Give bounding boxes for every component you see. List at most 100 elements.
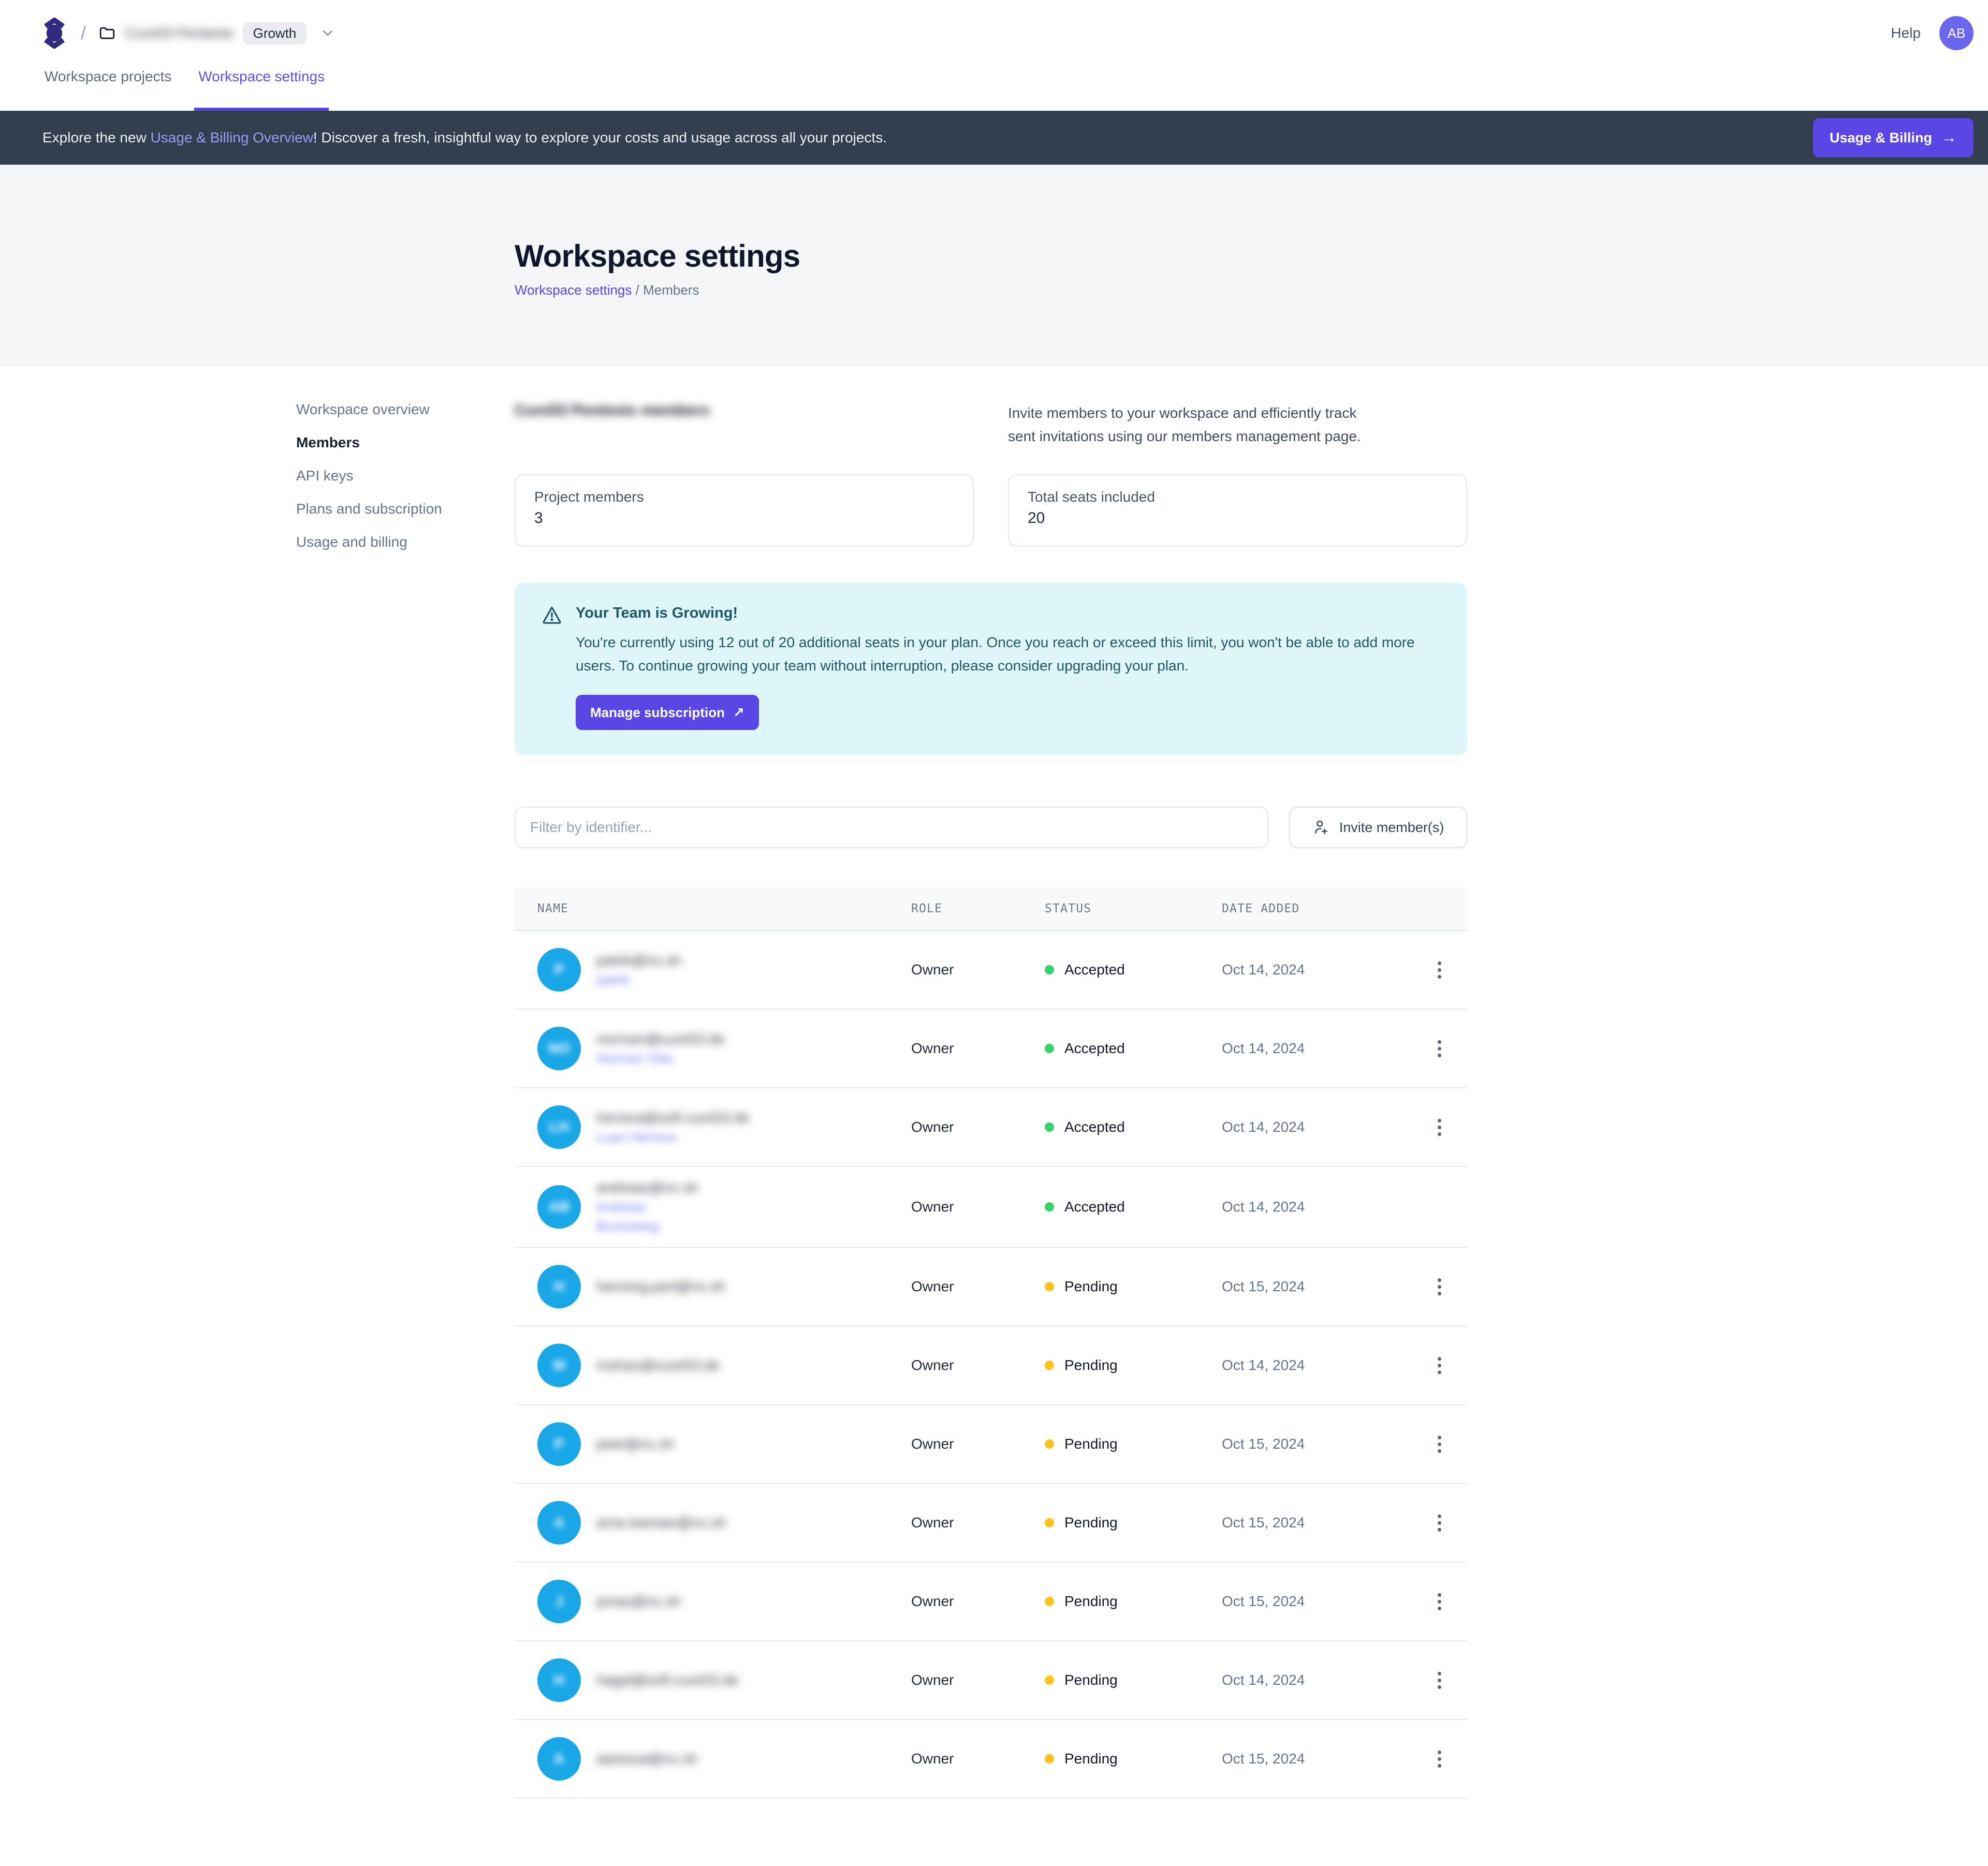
stat-card-total-seats: Total seats included 20 (1008, 474, 1467, 547)
stat-label: Project members (534, 488, 644, 505)
member-date-added: Oct 14, 2024 (1222, 1672, 1305, 1688)
tab-workspace-settings[interactable]: Workspace settings (194, 66, 329, 111)
breadcrumb-current: Members (643, 282, 699, 298)
breadcrumb-workspace-settings-link[interactable]: Workspace settings (515, 282, 632, 298)
status-dot (1045, 1361, 1054, 1371)
avatar-initials: A (553, 1751, 565, 1767)
member-identity: patrik@nx.sh patrik (596, 952, 681, 988)
row-menu-button[interactable] (1431, 955, 1448, 985)
row-menu-cell (1411, 1587, 1467, 1616)
stat-value: 3 (534, 509, 543, 527)
member-username-link[interactable]: Bucksteeg (596, 1218, 660, 1234)
member-name-cell: NO norman@cure53.de Norman Otto (515, 1014, 911, 1083)
row-menu-button[interactable] (1431, 1430, 1448, 1459)
table-row: NO norman@cure53.de Norman Otto Owner Accept… (515, 1010, 1467, 1089)
members-panel: Cure53 Pentests members Invite members t… (515, 402, 1467, 1799)
sidebar-item-api-keys[interactable]: API keys (296, 468, 354, 484)
brand-logo-icon[interactable] (42, 18, 66, 49)
member-date-added: Oct 15, 2024 (1222, 1278, 1305, 1295)
status-dot (1045, 1202, 1054, 1212)
member-date-added: Oct 15, 2024 (1222, 1751, 1305, 1767)
member-identity: andreas@nx.sh Andreas Bucksteeg (596, 1179, 698, 1234)
row-menu-button[interactable] (1431, 1666, 1448, 1695)
row-menu-cell (1411, 1744, 1467, 1774)
member-email: mohan@cure53.de (596, 1357, 720, 1374)
member-avatar: H (537, 1658, 581, 1702)
member-email: aaressa@nx.sh (596, 1751, 697, 1767)
member-email: norman@cure53.de (596, 1030, 725, 1047)
member-date-added: Oct 14, 2024 (1222, 961, 1305, 978)
member-username-link[interactable]: Luan Herrera (596, 1129, 676, 1145)
tab-workspace-projects[interactable]: Workspace projects (45, 68, 172, 84)
avatar-initials: NO (548, 1040, 570, 1057)
row-menu-cell (1411, 1113, 1467, 1142)
workspace-name[interactable]: Cure53 Pentests (125, 25, 233, 41)
member-role: Owner (911, 1751, 954, 1767)
sidebar-item-usage-billing[interactable]: Usage and billing (296, 534, 407, 550)
member-avatar: M (537, 1344, 581, 1388)
row-menu-button[interactable] (1431, 1034, 1448, 1063)
member-date-added: Oct 15, 2024 (1222, 1593, 1305, 1610)
status-label: Pending (1064, 1436, 1118, 1452)
sidebar-item-workspace-overview[interactable]: Workspace overview (296, 401, 430, 417)
usage-billing-overview-link[interactable]: Usage & Billing Overview (150, 129, 313, 145)
avatar-initials: LH (549, 1119, 569, 1135)
column-header-role: ROLE (911, 902, 943, 916)
sidebar-item-plans-subscription[interactable]: Plans and subscription (296, 501, 442, 517)
chevron-down-icon[interactable] (320, 25, 335, 41)
help-link[interactable]: Help (1891, 25, 1921, 41)
status-label: Accepted (1064, 1199, 1125, 1215)
manage-subscription-button[interactable]: Manage subscription ↗ (576, 695, 759, 731)
member-date-added: Oct 14, 2024 (1222, 1199, 1305, 1215)
team-growing-alert: Your Team is Growing! You're currently u… (515, 582, 1467, 755)
row-menu-cell (1411, 1430, 1467, 1459)
status-dot (1045, 1282, 1054, 1292)
row-menu-button[interactable] (1431, 1744, 1448, 1774)
sidebar-item-members[interactable]: Members (296, 434, 360, 450)
row-menu-button[interactable] (1431, 1508, 1448, 1538)
filter-input[interactable] (515, 807, 1268, 849)
row-menu-cell (1411, 955, 1467, 985)
member-status: Pending (1045, 1514, 1222, 1531)
member-avatar: P (537, 1422, 581, 1466)
member-email: hagal@soft.cure53.de (596, 1672, 739, 1688)
member-role: Owner (911, 1514, 954, 1531)
row-menu-button[interactable] (1431, 1587, 1448, 1616)
member-identity: herrera@soft.cure53.de Luan Herrera (596, 1110, 750, 1145)
member-role: Owner (911, 1672, 954, 1688)
member-avatar: NO (537, 1027, 581, 1071)
member-username-link[interactable]: patrik (596, 971, 630, 987)
status-label: Pending (1064, 1672, 1118, 1688)
row-menu-button[interactable] (1431, 1113, 1448, 1142)
row-menu-button[interactable] (1431, 1351, 1448, 1380)
usage-billing-banner: Explore the new Usage & Billing Overview… (0, 111, 1988, 165)
row-menu-cell (1411, 1034, 1467, 1063)
table-row: AB andreas@nx.sh Andreas Bucksteeg Owner Acce… (515, 1167, 1467, 1248)
member-avatar: A (537, 1737, 581, 1781)
avatar-initials: A (553, 1514, 565, 1531)
invite-members-button[interactable]: Invite member(s) (1289, 807, 1467, 849)
status-label: Accepted (1064, 961, 1125, 978)
top-header: / Cure53 Pentests Growth Help AB Workspa… (0, 0, 1988, 111)
alert-title: Your Team is Growing! (576, 604, 738, 621)
member-username-link[interactable]: Andreas (596, 1199, 647, 1215)
page-title: Workspace settings (515, 239, 800, 273)
column-header-date-added: DATE ADDED (1222, 902, 1300, 916)
members-section-description: Invite members to your workspace and eff… (1008, 405, 1361, 444)
member-status: Accepted (1045, 961, 1222, 978)
row-menu-button[interactable] (1431, 1272, 1448, 1302)
member-username-link[interactable]: Norman Otto (596, 1050, 674, 1066)
plan-badge: Growth (242, 22, 307, 45)
member-date-added: Oct 15, 2024 (1222, 1436, 1305, 1452)
usage-billing-button[interactable]: Usage & Billing → (1812, 118, 1974, 157)
user-avatar[interactable]: AB (1939, 16, 1974, 50)
